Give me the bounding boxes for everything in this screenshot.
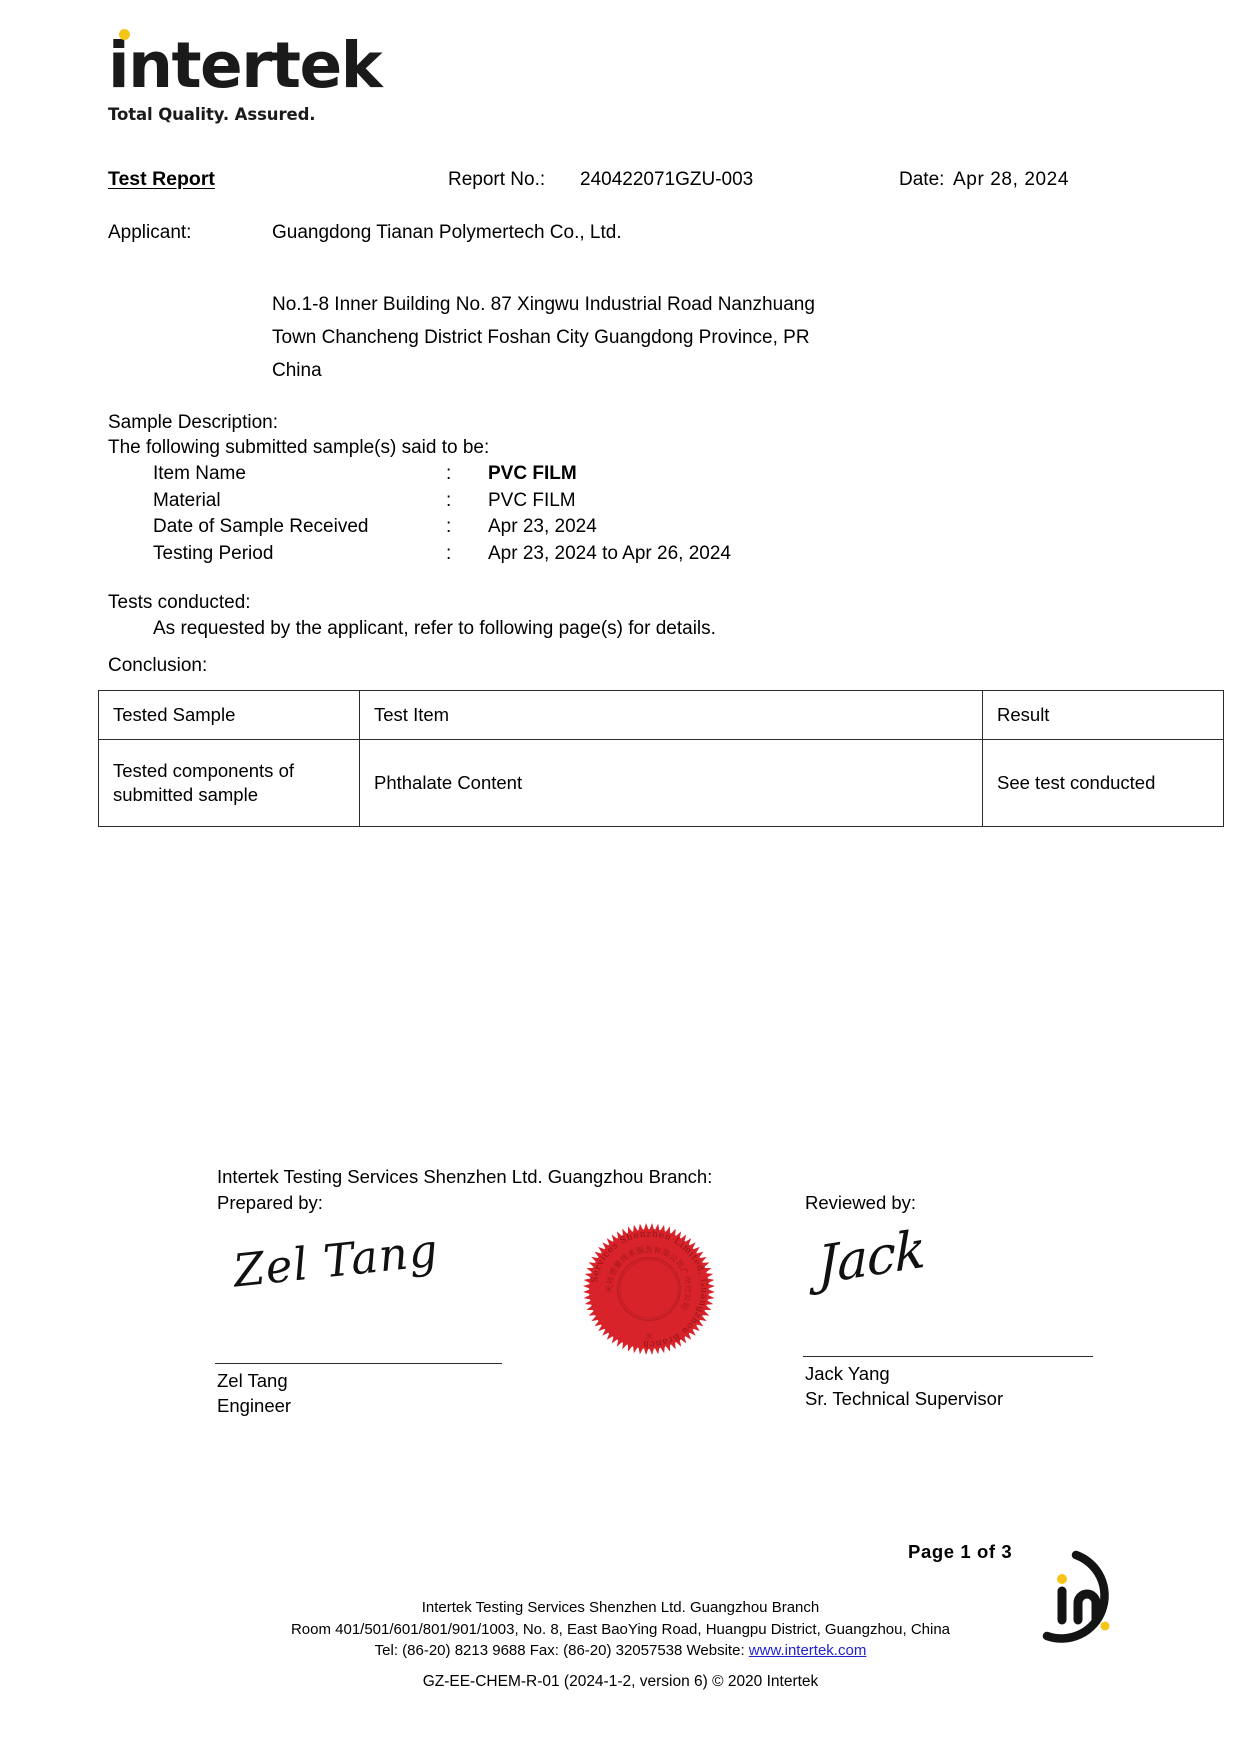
signature-line-prepared <box>215 1363 502 1364</box>
intertek-tagline: Total Quality. Assured. <box>108 105 316 124</box>
spec-colon: : <box>446 516 452 537</box>
report-date-value: Apr 28, 2024 <box>953 169 1070 190</box>
report-no-label: Report No.: <box>448 169 546 190</box>
prepared-by-signature: Zel Tang <box>215 1223 500 1358</box>
spec-row-material: Material : PVC FILM <box>108 490 908 517</box>
spec-row-item-name: Item Name : PVC FILM <box>108 463 908 490</box>
cell-result: See test conducted <box>982 739 1224 827</box>
intertek-logo: intertek Total Quality. Assured. <box>108 29 383 124</box>
report-header-row: Test Report Report No.: 240422071GZU-003… <box>108 168 1133 194</box>
signature-image-zel-tang: Zel Tang <box>230 1223 441 1298</box>
applicant-address-line: Town Chancheng District Foshan City Guan… <box>272 327 810 348</box>
spec-key: Date of Sample Received <box>153 516 369 537</box>
tests-conducted-body: As requested by the applicant, refer to … <box>153 618 716 639</box>
conclusion-table: Tested Sample Test Item Result Tested co… <box>98 690 1224 827</box>
page-title: Test Report <box>108 168 215 190</box>
applicant-name: Guangdong Tianan Polymertech Co., Ltd. <box>272 222 622 243</box>
reviewed-by-role: Sr. Technical Supervisor <box>805 1388 1004 1409</box>
table-header-row: Tested Sample Test Item Result <box>98 690 1224 740</box>
prepared-by-label: Prepared by: <box>217 1192 323 1213</box>
spec-colon: : <box>446 489 452 511</box>
column-header-tested-sample: Tested Sample <box>98 690 360 740</box>
signature-line-reviewed <box>803 1356 1093 1357</box>
conclusion-title: Conclusion: <box>108 655 208 676</box>
sample-description-title: Sample Description: <box>108 412 279 433</box>
cell-test-item: Phthalate Content <box>359 739 983 827</box>
sample-description-intro: The following submitted sample(s) said t… <box>108 437 490 458</box>
tests-conducted-title: Tests conducted: <box>108 592 251 613</box>
report-no-value: 240422071GZU-003 <box>580 169 754 190</box>
applicant-label: Applicant: <box>108 222 192 243</box>
reviewed-by-signature: Jack <box>805 1219 1095 1358</box>
applicant-address-line: No.1-8 Inner Building No. 87 Xingwu Indu… <box>272 294 815 315</box>
spec-value: PVC FILM <box>488 463 577 484</box>
footer-contact-text: Tel: (86-20) 8213 9688 Fax: (86-20) 3205… <box>374 1642 749 1659</box>
column-header-test-item: Test Item <box>359 690 983 740</box>
footer-company: Intertek Testing Services Shenzhen Ltd. … <box>421 1599 820 1616</box>
intertek-wordmark-text: intertek <box>108 29 383 102</box>
logo-dot-icon <box>119 29 130 40</box>
intertek-circle-icon <box>1042 1550 1110 1643</box>
spec-value: PVC FILM <box>488 489 576 511</box>
reviewed-by-label: Reviewed by: <box>805 1192 917 1213</box>
footer-website-link[interactable]: www.intertek.com <box>748 1642 867 1659</box>
seal-star-icon: ✳ <box>644 1329 654 1343</box>
spec-value: Apr 23, 2024 to Apr 26, 2024 <box>488 542 731 564</box>
footer-address: Room 401/501/601/801/901/1003, No. 8, Ea… <box>290 1620 951 1638</box>
prepared-by-role: Engineer <box>217 1395 292 1416</box>
footer-contact-block: Intertek Testing Services Shenzhen Ltd. … <box>0 1597 1241 1662</box>
footer-document-id: GZ-EE-CHEM-R-01 (2024-1-2, version 6) © … <box>422 1673 819 1690</box>
company-seal-stamp: Intertek Testing Services Shenzhen Limit… <box>578 1218 715 1355</box>
table-row: Tested components of submitted sample Ph… <box>98 739 1224 827</box>
svg-text:✳: ✳ <box>644 1329 654 1343</box>
signature-image-jack-yang: Jack <box>817 1219 926 1297</box>
applicant-address: No.1-8 Inner Building No. 87 Xingwu Indu… <box>272 288 892 387</box>
spec-row-testing-period: Testing Period : Apr 23, 2024 to Apr 26,… <box>108 543 908 570</box>
spec-key: Testing Period <box>153 542 274 564</box>
reviewed-by-name: Jack Yang <box>805 1363 890 1384</box>
spec-value: Apr 23, 2024 <box>488 516 597 537</box>
sample-spec-list: Item Name : PVC FILM Material : PVC FILM… <box>108 463 908 569</box>
prepared-by-name: Zel Tang <box>217 1370 288 1391</box>
report-date-label: Date: <box>899 169 945 190</box>
applicant-address-line: China <box>272 360 322 381</box>
page-number: Page 1 of 3 <box>908 1541 1013 1562</box>
spec-colon: : <box>446 542 452 564</box>
spec-key: Material <box>153 489 221 511</box>
footer-contact: Tel: (86-20) 8213 9688 Fax: (86-20) 3205… <box>0 1640 1241 1662</box>
spec-colon: : <box>446 463 452 484</box>
column-header-result: Result <box>982 690 1224 740</box>
signature-branch-line: Intertek Testing Services Shenzhen Ltd. … <box>217 1166 713 1187</box>
intertek-wordmark: intertek <box>108 29 383 97</box>
spec-row-date-received: Date of Sample Received : Apr 23, 2024 <box>108 516 908 543</box>
cell-tested-sample: Tested components of submitted sample <box>98 739 360 827</box>
spec-key: Item Name <box>153 463 246 484</box>
